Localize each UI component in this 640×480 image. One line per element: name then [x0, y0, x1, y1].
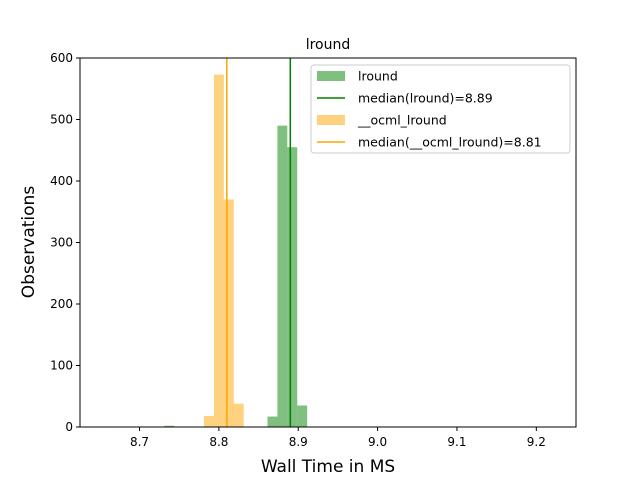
bar-ocml-lround-3 — [223, 199, 234, 427]
legend-swatch — [317, 71, 345, 81]
bar-lround-2 — [277, 125, 288, 428]
x-tick-label: 8.9 — [289, 435, 308, 449]
y-tick-label: 300 — [50, 236, 73, 250]
histogram-bars — [98, 74, 308, 428]
x-tick-label: 8.8 — [209, 435, 228, 449]
bar-lround-1 — [267, 416, 278, 427]
x-tick-label: 8.7 — [130, 435, 149, 449]
bar-ocml-lround-4 — [233, 403, 244, 427]
legend-label: lround — [358, 69, 398, 84]
chart-title: lround — [306, 37, 351, 53]
bar-ocml-lround-2 — [213, 74, 224, 428]
bar-lround-0 — [164, 425, 175, 427]
y-tick-label: 600 — [50, 51, 73, 65]
y-tick-label: 100 — [50, 359, 73, 373]
x-axis-label: Wall Time in MS — [261, 457, 395, 477]
y-tick-label: 0 — [65, 420, 73, 434]
y-tick-label: 200 — [50, 297, 73, 311]
bar-lround-4 — [297, 405, 308, 427]
y-tick-label: 500 — [50, 113, 73, 127]
legend-label: median(__ocml_lround)=8.81 — [358, 135, 542, 150]
legend-label: median(lround)=8.89 — [358, 91, 493, 106]
legend-box — [310, 64, 571, 154]
bar-lround-3 — [287, 147, 298, 427]
legend-swatch — [317, 115, 345, 125]
x-tick-label: 9.1 — [447, 435, 466, 449]
legend-label: __ocml_lround — [357, 113, 447, 128]
bar-ocml-lround-1 — [204, 415, 214, 427]
y-axis-label: Observations — [19, 186, 39, 299]
legend: lround median(lround)=8.89 __ocml_lroundme… — [310, 64, 571, 154]
x-axis-ticks: 8.7 8.8 8.9 9.0 9.1 9.2 — [130, 427, 546, 449]
x-tick-label: 9.2 — [527, 435, 546, 449]
median-lines — [226, 58, 292, 427]
x-tick-label: 9.0 — [368, 435, 387, 449]
y-axis-ticks: 0 100 200 300 400 500 600 — [50, 51, 80, 434]
y-tick-label: 400 — [50, 174, 73, 188]
